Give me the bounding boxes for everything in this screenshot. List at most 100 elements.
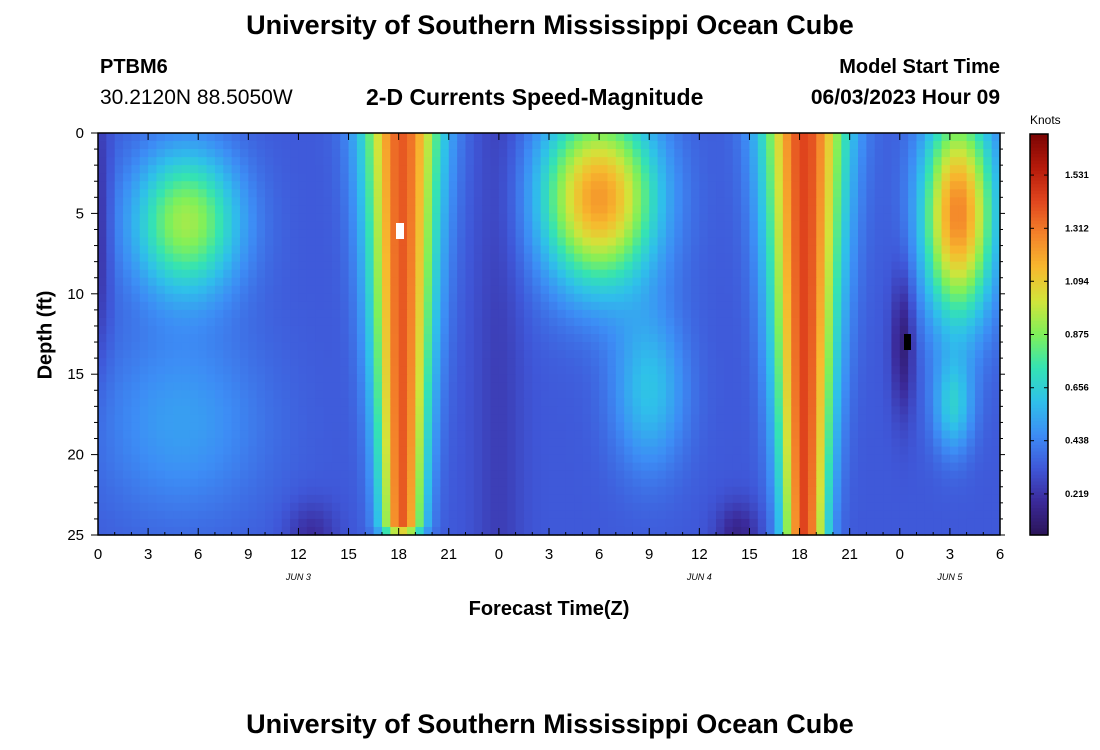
- heatmap-cell: [632, 430, 642, 440]
- heatmap-cell: [139, 406, 149, 415]
- heatmap-cell: [690, 277, 700, 287]
- heatmap-cell: [807, 269, 817, 279]
- heatmap-cell: [457, 197, 467, 206]
- heatmap-cell: [432, 165, 442, 174]
- heatmap-cell: [966, 277, 976, 287]
- heatmap-cell: [298, 205, 308, 214]
- heatmap-cell: [348, 430, 358, 440]
- heatmap-cell: [231, 141, 241, 150]
- heatmap-cell: [966, 309, 976, 319]
- heatmap-cell: [181, 133, 191, 142]
- heatmap-cell: [690, 438, 700, 448]
- heatmap-cell: [749, 470, 759, 480]
- heatmap-cell: [507, 494, 517, 504]
- heatmap-cell: [290, 221, 300, 231]
- heatmap-cell: [632, 366, 642, 375]
- heatmap-cell: [415, 382, 425, 391]
- heatmap-cell: [624, 382, 634, 391]
- heatmap-cell: [515, 374, 525, 383]
- heatmap-cell: [891, 197, 901, 206]
- heatmap-cell: [632, 173, 642, 182]
- heatmap-cell: [549, 189, 558, 198]
- heatmap-cell: [189, 277, 199, 287]
- heatmap-cell: [807, 293, 817, 303]
- heatmap-cell: [741, 454, 751, 464]
- heatmap-cell: [156, 446, 166, 456]
- heatmap-cell: [298, 350, 308, 359]
- heatmap-cell: [699, 470, 709, 480]
- heatmap-cell: [482, 462, 492, 472]
- heatmap-cell: [164, 382, 174, 391]
- heatmap-cell: [214, 454, 224, 464]
- heatmap-cell: [549, 197, 558, 206]
- heatmap-cell: [498, 205, 508, 214]
- heatmap-cell: [432, 261, 442, 271]
- heatmap-cell: [198, 350, 208, 359]
- heatmap-cell: [156, 390, 166, 399]
- heatmap-cell: [139, 430, 149, 440]
- heatmap-cell: [674, 398, 684, 407]
- heatmap-cell: [123, 430, 133, 440]
- heatmap-cell: [891, 293, 901, 303]
- heatmap-cell: [966, 382, 976, 391]
- heatmap-cell: [974, 358, 984, 367]
- heatmap-cell: [448, 277, 458, 287]
- heatmap-cell: [173, 173, 183, 182]
- heatmap-cell: [323, 374, 333, 383]
- heatmap-cell: [457, 486, 467, 496]
- heatmap-cell: [540, 181, 550, 190]
- heatmap-cell: [515, 430, 525, 440]
- heatmap-cell: [908, 237, 918, 247]
- heatmap-cell: [348, 149, 358, 158]
- heatmap-cell: [574, 470, 584, 480]
- heatmap-cell: [206, 181, 216, 190]
- heatmap-cell: [690, 141, 700, 150]
- heatmap-cell: [315, 261, 325, 271]
- heatmap-cell: [908, 462, 918, 472]
- heatmap-cell: [949, 213, 959, 223]
- heatmap-cell: [599, 237, 609, 247]
- heatmap-cell: [883, 253, 893, 263]
- heatmap-cell: [799, 317, 809, 327]
- heatmap-cell: [540, 390, 550, 399]
- heatmap-cell: [248, 438, 258, 448]
- heatmap-cell: [832, 398, 842, 407]
- heatmap-cell: [899, 165, 909, 174]
- heatmap-cell: [590, 382, 600, 391]
- heatmap-cell: [849, 261, 859, 271]
- heatmap-cell: [432, 157, 442, 166]
- heatmap-cell: [657, 414, 667, 424]
- heatmap-cell: [173, 221, 183, 231]
- heatmap-cell: [473, 398, 483, 407]
- heatmap-cell: [306, 342, 316, 351]
- heatmap-cell: [924, 181, 934, 190]
- heatmap-cell: [849, 454, 859, 464]
- heatmap-cell: [966, 173, 976, 182]
- heatmap-cell: [523, 229, 533, 239]
- heatmap-cell: [891, 325, 901, 335]
- heatmap-cell: [866, 165, 876, 174]
- heatmap-cell: [348, 446, 358, 456]
- heatmap-cell: [315, 205, 325, 214]
- heatmap-cell: [123, 237, 133, 247]
- heatmap-cell: [273, 301, 283, 311]
- heatmap-cell: [290, 382, 300, 391]
- heatmap-cell: [540, 261, 550, 271]
- heatmap-cell: [98, 446, 107, 456]
- heatmap-cell: [189, 502, 199, 512]
- heatmap-cell: [189, 342, 199, 351]
- heatmap-cell: [791, 334, 801, 343]
- heatmap-cell: [273, 454, 283, 464]
- heatmap-cell: [148, 229, 158, 239]
- heatmap-cell: [699, 462, 709, 472]
- heatmap-cell: [874, 430, 884, 440]
- heatmap-cell: [381, 261, 391, 271]
- heatmap-cell: [549, 454, 558, 464]
- heatmap-cell: [482, 438, 492, 448]
- heatmap-cell: [98, 414, 107, 424]
- heatmap-cell: [398, 269, 408, 279]
- heatmap-cell: [214, 205, 224, 214]
- heatmap-cell: [473, 197, 483, 206]
- heatmap-cell: [356, 494, 366, 504]
- heatmap-cell: [933, 325, 943, 335]
